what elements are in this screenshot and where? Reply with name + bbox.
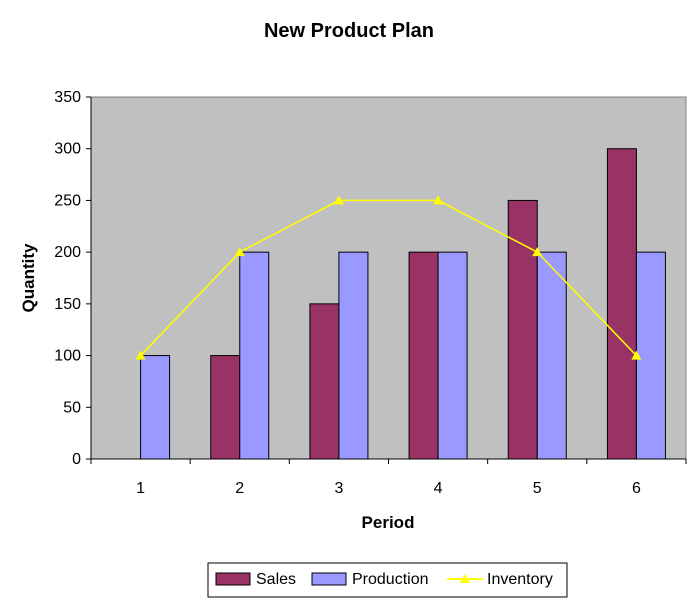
legend-box [207,562,568,598]
legend-marker-inventory [460,574,470,583]
bar-production-4 [437,251,468,460]
x-tick-label-2: 2 [235,480,244,497]
line-layer [135,195,642,360]
legend: Sales Production Inventory [207,562,568,598]
x-tick-label-5: 5 [533,480,542,497]
marker-inventory-2 [234,247,245,257]
bars-layer [140,148,666,460]
x-tick-label-6: 6 [632,480,641,497]
bar-production-3 [338,251,369,460]
bar-production-5 [536,251,567,460]
y-tick-label-250: 250 [54,192,81,209]
bar-production-2 [239,251,270,460]
bar-sales-3 [309,303,340,460]
bar-sales-2 [210,355,241,460]
marker-inventory-5 [532,247,543,257]
marker-inventory-4 [433,195,444,205]
x-axis-title: Period [362,513,415,532]
y-tick-label-150: 150 [54,296,81,313]
marker-inventory-3 [333,195,344,205]
y-tick-label-0: 0 [72,451,81,468]
legend-swatch-sales [215,572,251,586]
bar-sales-4 [408,251,439,460]
y-axis-title: Quantity [19,243,38,312]
x-tick-label-1: 1 [136,480,145,497]
y-tick-label-300: 300 [54,141,81,158]
bar-sales-6 [606,148,637,460]
y-tick-label-100: 100 [54,348,81,365]
x-tick-label-3: 3 [334,480,343,497]
legend-label-sales: Sales [256,571,296,588]
bar-production-1 [140,355,171,460]
legend-swatch-production [311,572,347,586]
y-tick-label-50: 50 [63,399,81,416]
y-tick-label-350: 350 [54,89,81,106]
x-ticks-layer: 1 2 3 4 5 6 [90,459,687,497]
line-inventory [140,199,637,357]
chart-title: New Product Plan [264,20,434,42]
marker-inventory-6 [631,350,642,360]
plot-area [90,96,687,460]
legend-label-inventory: Inventory [487,571,553,588]
x-tick-label-4: 4 [434,480,443,497]
marker-inventory-1 [135,350,146,360]
legend-label-production: Production [352,571,429,588]
y-tick-label-200: 200 [54,244,81,261]
bar-production-6 [635,251,666,460]
y-ticks-layer: 0 50 100 150 200 250 300 350 [54,89,91,468]
